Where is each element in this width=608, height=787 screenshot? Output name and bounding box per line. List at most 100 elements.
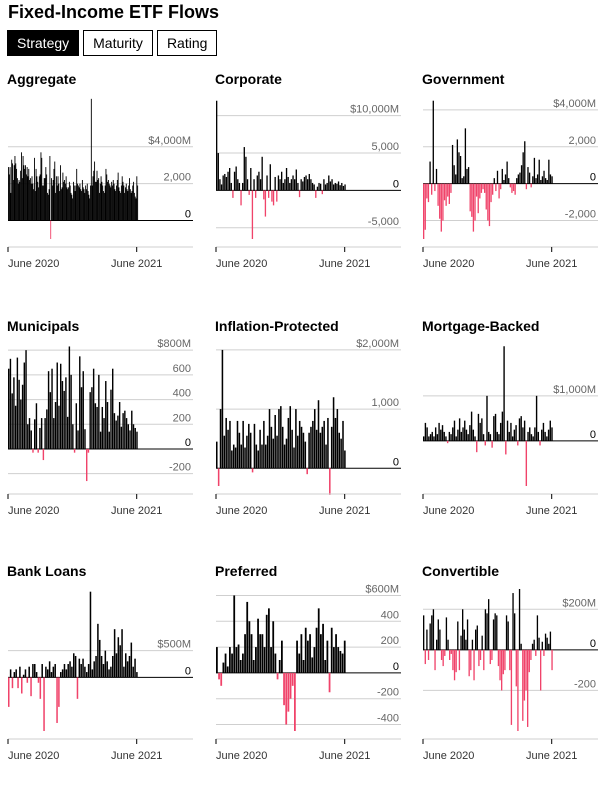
bar [75,403,78,449]
bar [229,647,231,673]
bar [79,356,81,449]
bar [87,191,89,221]
bar [16,178,18,221]
bar [522,427,524,441]
bar [500,183,502,190]
bar [69,661,71,678]
bar [62,172,64,221]
bar [458,649,461,671]
y-tick-label: $600M [365,583,399,595]
bar [278,660,281,673]
bar [470,649,472,671]
bar [216,441,218,469]
bar [331,179,333,191]
bar [441,425,444,441]
bar [285,438,288,469]
chart-aggregate: $4,000M 2,000 0 June 2020 June 2021 [7,98,193,270]
y-tick-label: 200 [173,412,191,424]
bar [42,185,44,221]
bar [60,672,62,678]
bar [324,184,327,191]
bar [538,637,540,650]
bar [541,641,543,650]
bar [272,438,275,469]
bar [117,172,119,221]
bar [460,635,462,650]
bar [75,185,77,221]
bar [231,653,233,673]
bar [34,664,36,678]
bar [334,417,337,469]
bar [259,429,261,469]
bar [235,647,238,673]
x-tick-label: June 2020 [423,258,474,270]
bar [117,415,119,449]
bar [98,178,100,221]
bar [100,655,103,678]
bar [95,181,97,221]
bar [49,392,52,449]
bar [537,431,540,441]
bar [47,371,50,449]
bar [56,362,58,449]
bar [329,181,332,191]
bar [38,187,39,221]
bar [126,661,129,678]
bar [120,185,122,221]
bar [95,655,97,678]
bar [40,152,42,221]
bar [528,649,530,673]
bar [547,429,550,441]
bar [65,176,67,221]
bar [93,661,95,678]
bar [484,440,486,446]
bar [94,181,96,221]
bar [111,181,113,221]
bar [97,623,99,678]
bar [308,432,310,469]
bar [434,183,436,192]
bar [15,669,17,678]
x-tick-label: June 2020 [8,750,59,762]
bar [125,183,127,221]
tab-strategy[interactable]: Strategy [7,30,80,56]
bar [110,187,112,221]
bar [116,179,118,221]
bar [519,172,521,184]
bar [423,615,425,650]
bar [530,434,533,441]
y-tick-label: 1,000 [371,397,399,409]
bar [255,444,258,469]
bar [86,672,88,678]
bar [426,629,428,650]
chart-convertible: $200M 0 -200 June 2020 June 2021 [422,589,598,762]
bar [223,435,226,469]
bar [70,374,72,449]
bar [245,156,247,191]
bar [60,189,62,221]
bar [136,672,138,678]
bar [53,168,55,221]
bar [219,409,222,469]
bar [224,653,227,673]
bar [106,661,108,678]
bar [445,183,447,206]
chart-title: Corporate [215,71,282,87]
bar [259,179,262,191]
bar [30,183,32,221]
tab-rating[interactable]: Rating [156,30,218,56]
bar [9,358,12,449]
bar [112,368,114,449]
bar [97,179,99,221]
bar [516,178,518,184]
bar [264,190,267,217]
bar [270,647,272,673]
tab-maturity[interactable]: Maturity [83,30,153,56]
bar [300,426,303,469]
bar [93,170,95,221]
bar [35,403,38,449]
bar [85,185,87,221]
bar [298,190,301,198]
bar [323,420,325,469]
bar [101,181,103,221]
